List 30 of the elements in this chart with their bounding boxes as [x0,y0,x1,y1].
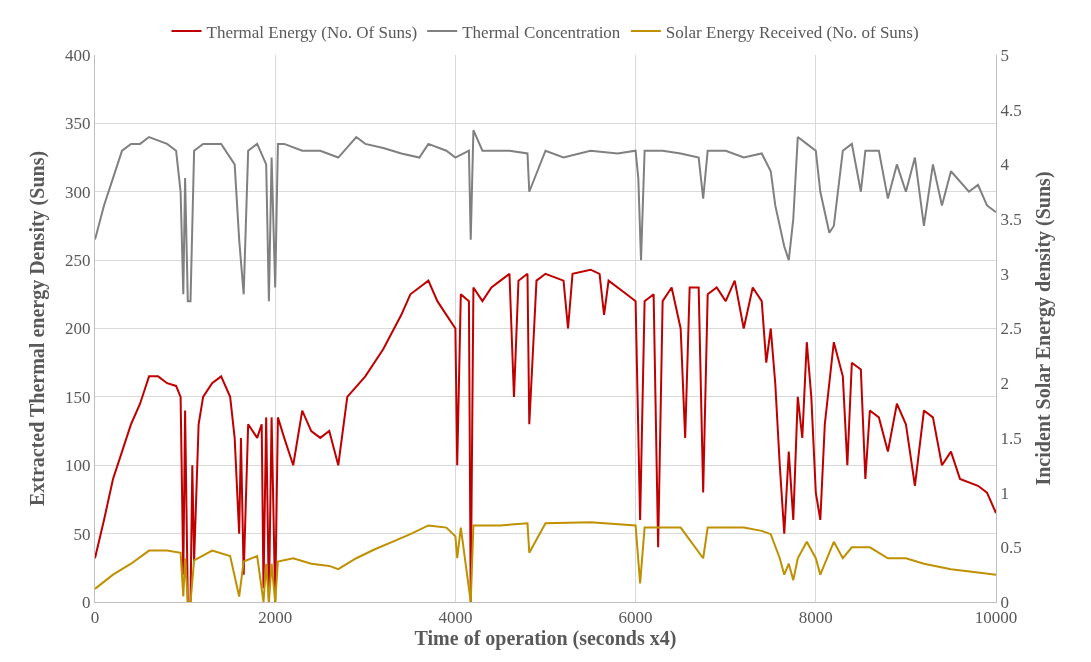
y-tick-label: 250 [65,251,91,271]
y-tick-label: 400 [65,45,91,65]
y2-tick-label: 4.5 [1000,100,1022,120]
y2-tick-label: 3.5 [1000,210,1022,230]
y2-tick-label: 3 [1000,264,1009,284]
x-tick-label: 6000 [618,608,653,628]
y-tick-label: 150 [65,387,91,407]
y2-tick-label: 5 [1000,45,1009,65]
legend-label: Solar Energy Received (No. of Suns) [665,22,919,42]
y2-tick-label: 2.5 [1000,319,1022,339]
y-tick-label: 300 [65,182,91,202]
y2-tick-label: 1 [1000,483,1009,503]
y-tick-label: 350 [65,114,91,134]
y2-tick-label: 1.5 [1000,428,1022,448]
x-tick-label: 2000 [258,608,293,628]
y-tick-label: 100 [65,456,91,476]
y-tick-label: 200 [65,319,91,339]
y-tick-label: 50 [73,524,91,544]
y-axis-title: Extracted Thermal energy Density (Suns) [25,150,49,507]
y2-axis-title: Incident Solar Energy density (Suns) [1032,171,1056,486]
y2-tick-label: 0.5 [1000,538,1022,558]
x-axis-title: Time of operation (seconds x4) [414,627,677,651]
x-tick-label: 8000 [798,608,833,628]
y-tick-label: 0 [82,592,91,612]
legend-label: Thermal Concentration [462,22,621,42]
legend-label: Thermal Energy (No. Of Suns) [206,22,418,42]
line-series [95,129,996,303]
y2-tick-label: 2 [1000,374,1009,394]
x-tick-label: 4000 [438,608,473,628]
y2-tick-label: 4 [1000,155,1010,175]
